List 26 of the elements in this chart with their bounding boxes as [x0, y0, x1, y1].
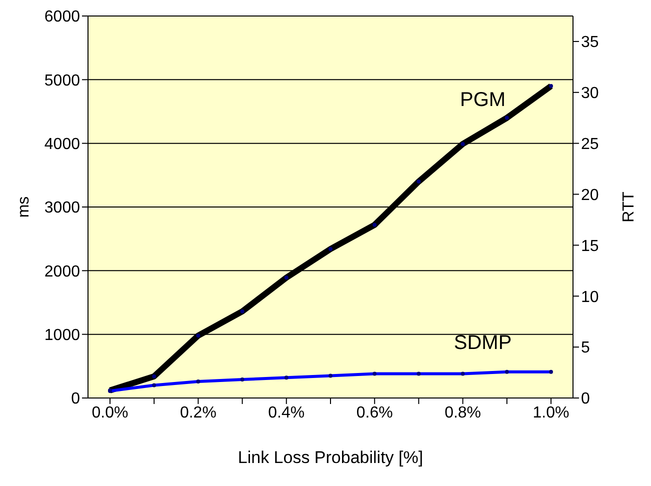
series-label: SDMP: [454, 332, 512, 354]
x-tick-label: 1.0%: [532, 404, 570, 422]
y2-tick-label: 0: [581, 390, 590, 408]
y2-tick-label: 25: [581, 136, 599, 154]
y2-tick-label: 15: [581, 238, 599, 255]
x-tick-label: 0.4%: [268, 404, 305, 422]
x-axis-title: Link Loss Probability [%]: [238, 448, 424, 467]
x-tick-label: 0.2%: [180, 404, 216, 422]
y2-tick-label: 35: [581, 34, 599, 52]
series-label: PGM: [460, 88, 506, 111]
y-tick-label: 1000: [44, 327, 80, 344]
y-axis-title: ms: [16, 196, 33, 218]
y2-tick-label: 10: [581, 288, 599, 306]
y-tick-label: 4000: [44, 136, 80, 154]
y2-axis-title: RTT: [620, 191, 638, 222]
y2-tick-label: 30: [581, 85, 599, 102]
y-tick-label: 3000: [44, 200, 80, 217]
x-tick-label: 0.8%: [444, 404, 482, 422]
x-tick-label: 0.6%: [356, 404, 393, 422]
y-tick-label: 2000: [44, 263, 80, 280]
y2-tick-label: 20: [581, 186, 599, 204]
y-tick-label: 5000: [44, 72, 80, 90]
y-tick-label: 6000: [44, 8, 80, 26]
y2-tick-label: 5: [581, 340, 590, 357]
y-tick-label: 0: [71, 390, 80, 408]
x-tick-label: 0.0%: [92, 404, 128, 422]
